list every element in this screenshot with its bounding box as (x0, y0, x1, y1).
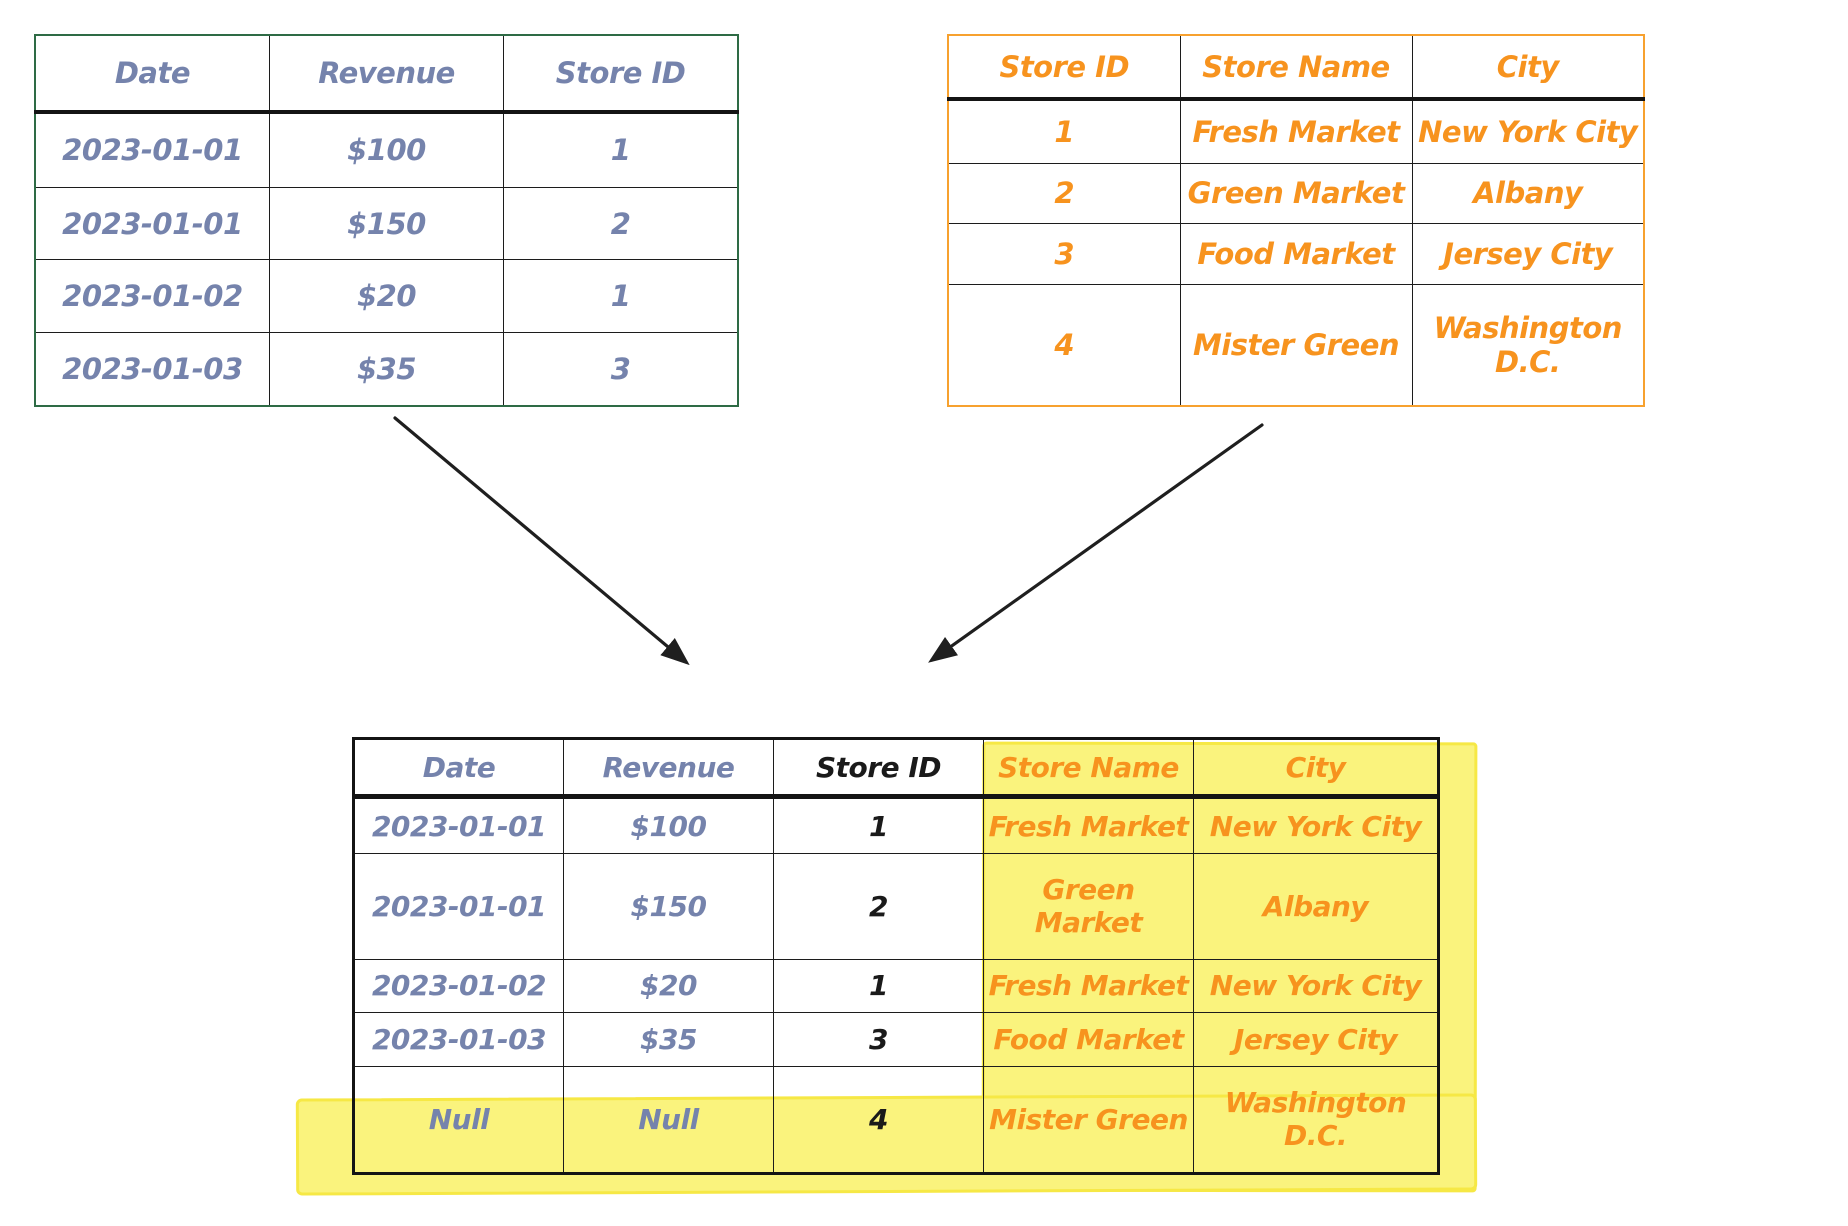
table-row: 2023-01-01 $100 1 Fresh Market New York City (353, 796, 1439, 855)
table-row: 1 Fresh Market New York City (947, 98, 1645, 164)
header-row: Store ID Store Name City (947, 34, 1645, 102)
table-cell: $150 (268, 186, 505, 261)
joined-result-table: Date Revenue Store ID Store Name City 2023-01… (352, 737, 1440, 1175)
left-join-arrow (393, 416, 690, 666)
table-cell: 2 (503, 186, 739, 261)
column-header: Revenue (563, 737, 774, 800)
column-header: Store ID (503, 34, 739, 114)
table-cell: Washington D.C. (1411, 284, 1645, 407)
table-cell: 2023-01-02 (34, 259, 270, 333)
table-cell: Null (353, 1065, 564, 1175)
table-cell: 1 (773, 958, 984, 1014)
table-cell: 2023-01-01 (353, 853, 564, 960)
column-header: Date (34, 34, 270, 114)
table-cell: New York City (1193, 958, 1439, 1014)
table-cell: Food Market (1179, 223, 1413, 286)
table-cell: 2023-01-03 (353, 1012, 564, 1067)
table-cell: $20 (563, 958, 774, 1014)
table-cell: Jersey City (1411, 223, 1645, 286)
table-cell: $150 (563, 853, 774, 960)
right-join-arrow (928, 423, 1264, 663)
revenue-table: Date Revenue Store ID 2023-01-01 $100 1 2023-0… (34, 34, 739, 407)
table-cell: Fresh Market (983, 796, 1194, 855)
table-cell: 4 (773, 1065, 984, 1175)
table-cell: $20 (268, 259, 505, 333)
table-row: 4 Mister Green Washington D.C. (947, 284, 1645, 407)
table-cell: Albany (1411, 162, 1645, 225)
table-cell: Jersey City (1193, 1012, 1439, 1067)
table-cell: Mister Green (1179, 284, 1413, 407)
table-cell: 1 (947, 98, 1181, 164)
table-cell: $35 (268, 331, 505, 407)
table-row: Null Null 4 Mister Green Washington D.C. (353, 1065, 1439, 1175)
column-header: City (1411, 34, 1645, 102)
revenue-table: Date Revenue Store ID 2023-01-01 $100 1 2023-0… (34, 34, 739, 407)
header-row: Date Revenue Store ID Store Name City (353, 737, 1439, 800)
table-cell: Food Market (983, 1012, 1194, 1067)
table-row: 2023-01-01 $150 2 Green Market Albany (353, 853, 1439, 960)
table-cell: 2023-01-01 (353, 796, 564, 855)
table-cell: $35 (563, 1012, 774, 1067)
table-cell: 2 (947, 162, 1181, 225)
table-cell: Green Market (1179, 162, 1413, 225)
table-cell: New York City (1411, 98, 1645, 164)
stores-table: Store ID Store Name City 1 Fresh Market New Y… (947, 34, 1645, 407)
column-header: Store ID (947, 34, 1181, 102)
table-cell: $100 (563, 796, 774, 855)
column-header: Store Name (1179, 34, 1413, 102)
table-cell: Null (563, 1065, 774, 1175)
table-row: 2023-01-01 $100 1 (34, 111, 739, 188)
table-row: 2023-01-03 $35 3 (34, 331, 739, 407)
table-cell: 2 (773, 853, 984, 960)
column-header: Store Name (983, 737, 1194, 800)
table-cell: Mister Green (983, 1065, 1194, 1175)
table-cell: 1 (773, 796, 984, 855)
table-cell: 1 (503, 111, 739, 188)
table-cell: 3 (773, 1012, 984, 1067)
table-cell: $100 (268, 111, 505, 188)
table-cell: 1 (503, 259, 739, 333)
table-row: 2 Green Market Albany (947, 162, 1645, 225)
table-row: 2023-01-02 $20 1 (34, 259, 739, 333)
table-cell: Albany (1193, 853, 1439, 960)
table-cell: Fresh Market (983, 958, 1194, 1014)
table-row: 3 Food Market Jersey City (947, 223, 1645, 286)
table-cell: 3 (947, 223, 1181, 286)
table-cell: 3 (503, 331, 739, 407)
table-cell: 2023-01-03 (34, 331, 270, 407)
table-cell: 2023-01-02 (353, 958, 564, 1014)
table-cell: 4 (947, 284, 1181, 407)
table-cell: Fresh Market (1179, 98, 1413, 164)
table-row: 2023-01-02 $20 1 Fresh Market New York City (353, 958, 1439, 1014)
column-header: Store ID (773, 737, 984, 800)
table-cell: 2023-01-01 (34, 186, 270, 261)
column-header: Revenue (268, 34, 505, 114)
table-cell: Washington D.C. (1193, 1065, 1439, 1175)
table-row: 2023-01-01 $150 2 (34, 186, 739, 261)
column-header: Date (353, 737, 564, 800)
table-cell: Green Market (983, 853, 1194, 960)
joined-result-table: Date Revenue Store ID Store Name City 2023-01… (352, 737, 1440, 1175)
stores-table: Store ID Store Name City 1 Fresh Market New Y… (947, 34, 1645, 407)
column-header: City (1193, 737, 1439, 800)
header-row: Date Revenue Store ID (34, 34, 739, 114)
table-cell: New York City (1193, 796, 1439, 855)
table-cell: 2023-01-01 (34, 111, 270, 188)
table-row: 2023-01-03 $35 3 Food Market Jersey City (353, 1012, 1439, 1067)
